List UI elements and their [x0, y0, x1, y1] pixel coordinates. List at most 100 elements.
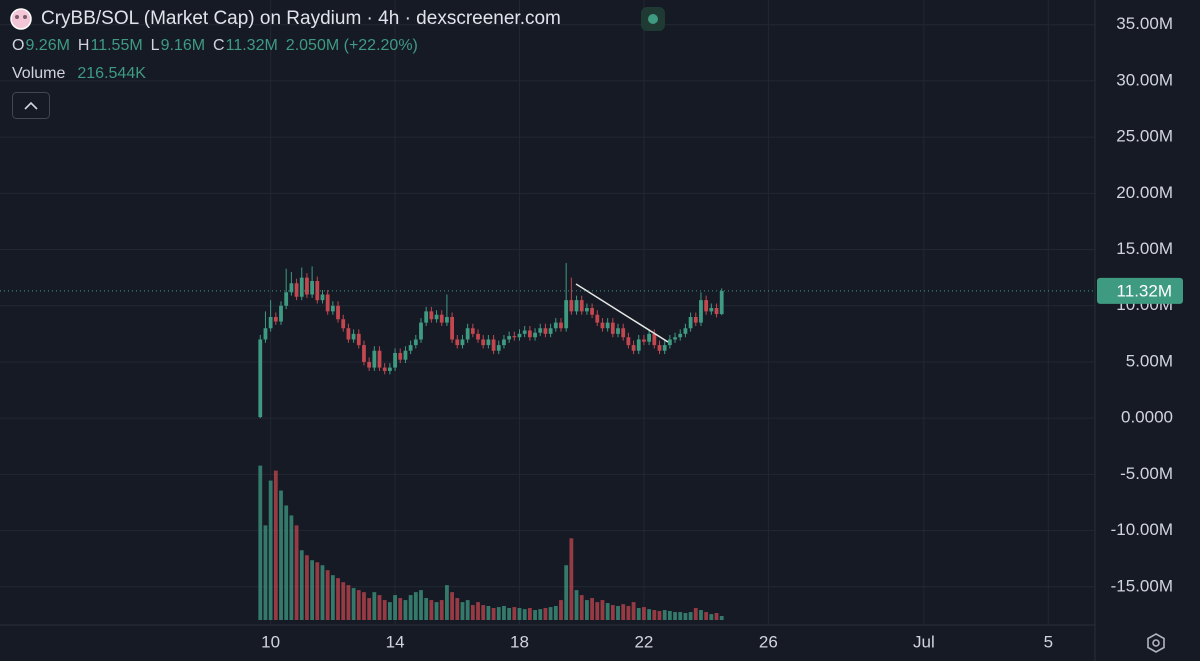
volume-title: Volume	[12, 65, 65, 82]
x-tick-label: Jul	[913, 632, 935, 651]
volume-bar	[434, 602, 439, 620]
candle-body	[631, 345, 636, 351]
x-tick-label: 14	[386, 632, 405, 651]
volume-bar	[673, 612, 677, 620]
volume-bar	[465, 600, 470, 620]
collapse-button[interactable]	[12, 92, 50, 119]
volume-bar	[294, 525, 299, 620]
candle-body	[652, 333, 657, 346]
grid	[0, 0, 1095, 625]
volume-bar	[693, 608, 698, 620]
candle-body	[543, 328, 548, 334]
candle-body	[470, 328, 475, 334]
gear-icon	[1147, 633, 1165, 653]
candle-body	[709, 308, 714, 312]
candle-body	[590, 308, 594, 315]
volume-bar	[719, 616, 724, 620]
volume-pane	[258, 465, 724, 620]
token-icon-detail	[15, 15, 19, 19]
y-tick-label: 35.00M	[1116, 14, 1173, 33]
candle-body	[465, 328, 470, 340]
volume-bar	[268, 480, 273, 620]
candle-body	[382, 367, 387, 371]
volume-value: 216.544K	[77, 65, 146, 82]
y-tick-label: 25.00M	[1116, 127, 1173, 146]
candle-body	[667, 339, 672, 346]
candle-body	[647, 333, 652, 342]
candle-body	[569, 300, 574, 312]
ohlc-key: O	[12, 37, 24, 54]
candle-body	[719, 290, 724, 315]
volume-bar	[538, 609, 543, 620]
volume-bar	[626, 605, 631, 620]
candle-body	[362, 345, 366, 362]
volume-bar	[491, 608, 496, 620]
candle-body	[284, 292, 289, 306]
volume-bar	[610, 605, 615, 620]
volume-bar	[569, 538, 574, 620]
y-tick-label: -5.00M	[1120, 464, 1173, 483]
volume-bar	[398, 598, 403, 620]
status-dot	[648, 14, 658, 24]
volume-bar	[574, 590, 579, 620]
candle-body	[600, 322, 605, 329]
candle-body	[605, 322, 610, 329]
y-tick-label: 20.00M	[1116, 183, 1173, 202]
candle-body	[429, 311, 434, 320]
y-tick-label: -10.00M	[1111, 520, 1173, 539]
candle-body	[642, 339, 646, 342]
candle-body	[517, 333, 522, 338]
candle-body	[595, 314, 600, 323]
volume-bar	[450, 592, 455, 620]
volume-bar	[662, 610, 667, 620]
trend-line[interactable]	[575, 283, 669, 343]
volume-bar	[408, 595, 413, 620]
volume-bar	[657, 610, 662, 620]
volume-bar	[336, 578, 340, 620]
settings-button[interactable]	[1147, 633, 1165, 653]
chevron-icon	[24, 101, 38, 110]
candle-body	[273, 316, 278, 322]
y-tick-label: -15.00M	[1111, 576, 1173, 595]
volume-bar	[548, 607, 553, 620]
ohlc-key: C	[213, 37, 225, 54]
candle-body	[621, 328, 626, 338]
candle-body	[662, 345, 667, 351]
header: CryBB/SOL (Market Cap) on Raydium · 4h ·…	[10, 7, 665, 119]
token-icon	[10, 8, 32, 30]
token-icon-detail	[23, 15, 27, 19]
candle-body	[450, 316, 455, 340]
candle-body	[413, 339, 418, 346]
candle-body	[559, 322, 563, 329]
candle-body	[683, 328, 688, 334]
candle-body	[305, 277, 309, 295]
volume-bar	[533, 610, 537, 620]
candle-body	[610, 322, 615, 334]
volume-bar	[579, 595, 584, 620]
candle-body	[408, 345, 413, 351]
volume-bar	[393, 595, 397, 620]
candles	[258, 263, 724, 419]
volume-bar	[305, 555, 309, 620]
ohlc-key: H	[78, 37, 90, 54]
volume-bar	[346, 585, 351, 620]
y-tick-label: 15.00M	[1116, 239, 1173, 258]
volume-bar	[667, 610, 672, 620]
volume-bar	[439, 600, 444, 620]
volume-bar	[413, 592, 418, 620]
candle-body	[699, 300, 703, 323]
volume-bar	[289, 515, 294, 620]
last-price-tag	[1097, 277, 1183, 304]
candle-body	[325, 294, 330, 312]
candle-body	[564, 300, 569, 329]
candle-body	[336, 305, 340, 320]
volume-bar	[351, 588, 356, 620]
volume-bar	[595, 602, 600, 620]
volume-bar	[647, 609, 652, 620]
volume-bar	[704, 612, 709, 620]
candle-body	[299, 277, 304, 297]
ohlc-value: 11.32M	[226, 37, 278, 54]
candle-body	[502, 339, 506, 346]
